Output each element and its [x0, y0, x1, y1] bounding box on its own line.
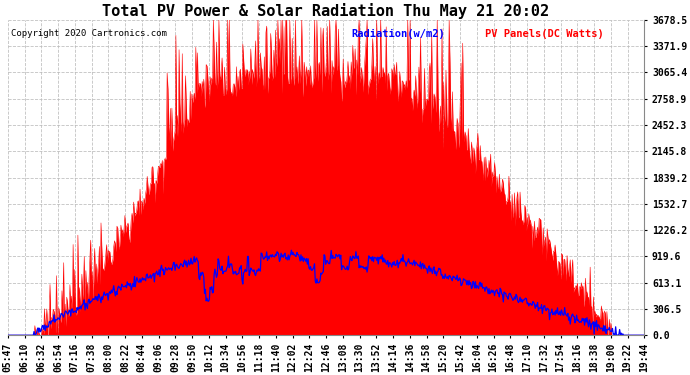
Text: Copyright 2020 Cartronics.com: Copyright 2020 Cartronics.com [11, 29, 167, 38]
Text: PV Panels(DC Watts): PV Panels(DC Watts) [485, 29, 604, 39]
Text: Radiation(w/m2): Radiation(w/m2) [351, 29, 445, 39]
Title: Total PV Power & Solar Radiation Thu May 21 20:02: Total PV Power & Solar Radiation Thu May… [103, 3, 550, 19]
